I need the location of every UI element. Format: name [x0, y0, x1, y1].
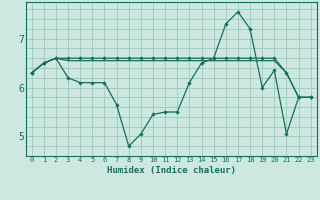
X-axis label: Humidex (Indice chaleur): Humidex (Indice chaleur) — [107, 166, 236, 175]
